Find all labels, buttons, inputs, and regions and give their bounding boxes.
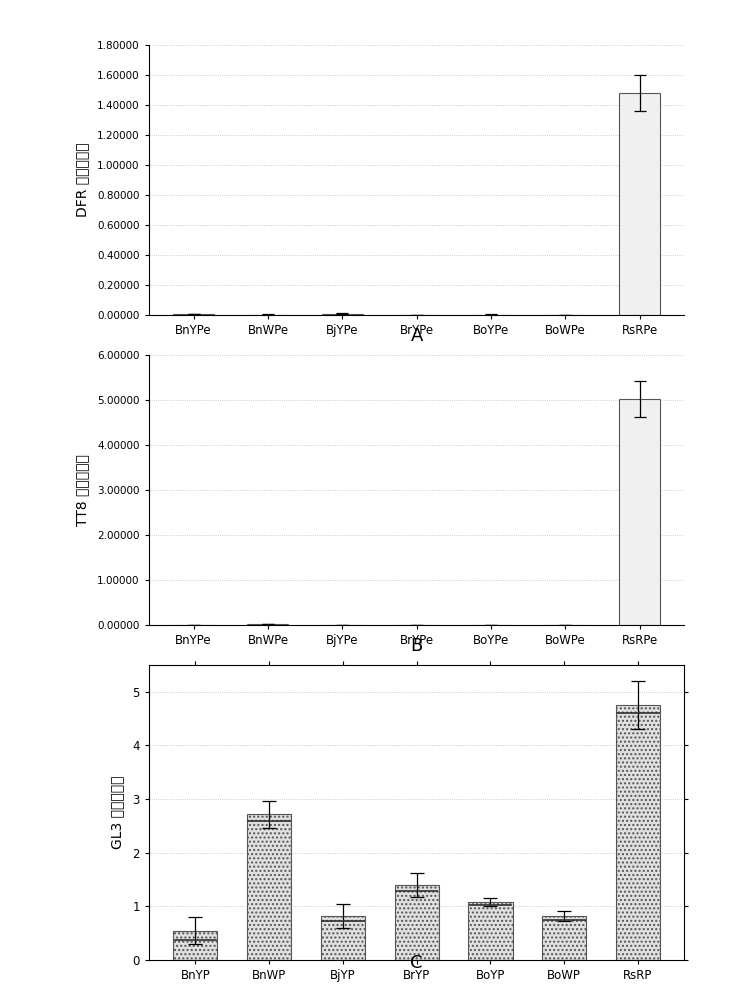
Bar <box>321 916 365 960</box>
Bar <box>468 902 513 960</box>
Bar <box>619 93 660 315</box>
Bar <box>173 930 217 960</box>
Text: A: A <box>411 327 423 345</box>
Y-axis label: GL3 基因表达量: GL3 基因表达量 <box>110 776 124 849</box>
Y-axis label: DFR 基因表达量: DFR 基因表达量 <box>75 143 89 217</box>
Bar <box>394 885 439 960</box>
Bar <box>616 705 660 960</box>
Y-axis label: TT8 基因表达量: TT8 基因表达量 <box>75 454 89 526</box>
Bar <box>322 314 363 315</box>
Bar <box>542 916 586 960</box>
Bar <box>247 814 291 960</box>
Text: C: C <box>411 954 423 972</box>
Bar <box>619 399 660 625</box>
Text: B: B <box>411 637 423 655</box>
